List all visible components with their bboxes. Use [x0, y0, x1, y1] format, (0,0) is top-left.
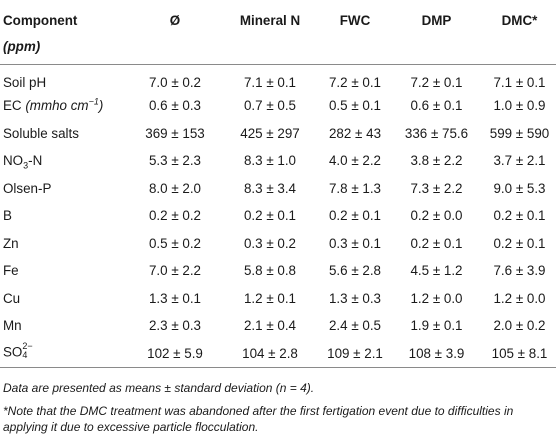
row-label: Soluble salts [3, 125, 79, 141]
table-row: SO 2− 4 102 ± 5.9 104 ± 2.8 109 ± 2.1 108 … [0, 339, 556, 368]
table-cell: 108 ± 3.9 [390, 339, 483, 368]
table-cell: 0.2 ± 0.2 [148, 208, 202, 224]
table-cell: 0.7 ± 0.5 [243, 98, 297, 114]
table-row: NO3-N 5.3 ± 2.3 8.3 ± 1.0 4.0 ± 2.2 3.8 … [0, 147, 556, 175]
header-component: Component (ppm) [0, 0, 130, 65]
table-cell: 7.6 ± 3.9 [493, 263, 546, 279]
table-cell: 425 ± 297 [240, 125, 300, 141]
table-cell: 7.3 ± 2.2 [410, 180, 463, 196]
table-cell: 8.3 ± 1.0 [243, 153, 297, 169]
header-col-fwc: FWC [320, 0, 390, 65]
table-row: Soil pH 7.0 ± 0.2 7.1 ± 0.1 7.2 ± 0.1 7.… [0, 65, 556, 93]
table-row: Mn 2.3 ± 0.3 2.1 ± 0.4 2.4 ± 0.5 1.9 ± 0… [0, 312, 556, 340]
table-cell: 7.2 ± 0.1 [328, 75, 382, 90]
header-col-dmc: DMC* [483, 0, 556, 65]
table-cell: 0.6 ± 0.1 [410, 98, 463, 114]
row-label: B [3, 208, 12, 224]
row-label: Cu [3, 290, 21, 306]
table-cell: 2.3 ± 0.3 [148, 318, 202, 334]
table-cell: 7.2 ± 0.1 [410, 75, 463, 90]
table-cell: 1.3 ± 0.3 [328, 290, 382, 306]
row-label: Fe [3, 263, 19, 279]
table-cell: 0.3 ± 0.1 [328, 235, 382, 251]
table-cell: 2.0 ± 0.2 [493, 318, 546, 334]
table-cell: 369 ± 153 [145, 125, 205, 141]
table-cell: 7.1 ± 0.1 [493, 75, 546, 90]
table-cell: 0.2 ± 0.0 [410, 208, 463, 224]
table-cell: 0.5 ± 0.1 [328, 98, 382, 114]
header-col-mineral-n: Mineral N [220, 0, 320, 65]
header-col-control: Ø [130, 0, 220, 65]
table-cell: 0.2 ± 0.1 [493, 235, 546, 251]
table-footnotes: Data are presented as means ± standard d… [3, 380, 553, 436]
table-cell: 0.5 ± 0.2 [148, 235, 202, 251]
row-label: EC (mmho cm−1) [3, 96, 104, 114]
table-cell: 109 ± 2.1 [320, 339, 390, 368]
footnote-dmc: *Note that the DMC treatment was abandon… [3, 403, 514, 435]
table-cell: 5.8 ± 0.8 [243, 263, 297, 279]
table-cell: 1.9 ± 0.1 [410, 318, 463, 334]
table-cell: 8.3 ± 3.4 [243, 180, 297, 196]
table-row: Fe 7.0 ± 2.2 5.8 ± 0.8 5.6 ± 2.8 4.5 ± 1… [0, 257, 556, 285]
table-cell: 4.5 ± 1.2 [410, 263, 463, 279]
table-cell: 104 ± 2.8 [220, 339, 320, 368]
table-cell: 7.0 ± 0.2 [148, 75, 202, 90]
table-cell: 1.2 ± 0.1 [243, 290, 297, 306]
row-label: NO3-N [3, 153, 43, 171]
header-unit-label: (ppm) [3, 39, 41, 54]
table-row: Cu 1.3 ± 0.1 1.2 ± 0.1 1.3 ± 0.3 1.2 ± 0… [0, 285, 556, 313]
table-cell: 0.2 ± 0.1 [410, 235, 463, 251]
table-cell: 2.4 ± 0.5 [328, 318, 382, 334]
table-cell: 599 ± 590 [489, 125, 550, 141]
table-cell: 7.8 ± 1.3 [328, 180, 382, 196]
table-cell: 1.0 ± 0.9 [493, 98, 546, 114]
header-component-label: Component [3, 13, 78, 28]
row-label: SO 2− 4 [0, 339, 130, 368]
footnote-mean-sd: Data are presented as means ± standard d… [3, 381, 315, 395]
table-row: Olsen-P 8.0 ± 2.0 8.3 ± 3.4 7.8 ± 1.3 7.… [0, 175, 556, 203]
table-cell: 336 ± 75.6 [404, 125, 469, 141]
table-cell: 0.2 ± 0.1 [493, 208, 546, 224]
table-cell: 1.2 ± 0.0 [493, 290, 546, 306]
table-cell: 0.2 ± 0.1 [328, 208, 382, 224]
table-cell: 282 ± 43 [328, 125, 382, 141]
table-cell: 0.2 ± 0.1 [243, 208, 297, 224]
table-cell: 7.0 ± 2.2 [148, 263, 202, 279]
table-cell: 5.6 ± 2.8 [328, 263, 382, 279]
table-cell: 7.1 ± 0.1 [243, 75, 297, 90]
table-cell: 3.7 ± 2.1 [493, 153, 546, 169]
table-cell: 5.3 ± 2.3 [148, 153, 202, 169]
row-label: Mn [3, 318, 22, 334]
table-row: EC (mmho cm−1) 0.6 ± 0.3 0.7 ± 0.5 0.5 ±… [0, 92, 556, 120]
table-cell: 1.3 ± 0.1 [148, 290, 202, 306]
table-cell: 2.1 ± 0.4 [243, 318, 297, 334]
table-row: B 0.2 ± 0.2 0.2 ± 0.1 0.2 ± 0.1 0.2 ± 0.… [0, 202, 556, 230]
header-col-dmp: DMP [390, 0, 483, 65]
row-label: Soil pH [3, 75, 47, 90]
table-row: Soluble salts 369 ± 153 425 ± 297 282 ± … [0, 120, 556, 148]
row-label: Olsen-P [3, 180, 52, 196]
table-cell: 8.0 ± 2.0 [148, 180, 202, 196]
table-cell: 1.2 ± 0.0 [410, 290, 463, 306]
data-table: Component (ppm) Ø Mineral N FWC DMP DMC*… [0, 0, 556, 368]
table-cell: 105 ± 8.1 [483, 339, 556, 368]
table-cell: 4.0 ± 2.2 [328, 153, 382, 169]
table-cell: 3.8 ± 2.2 [410, 153, 463, 169]
row-label: Zn [3, 235, 19, 251]
table-row: Zn 0.5 ± 0.2 0.3 ± 0.2 0.3 ± 0.1 0.2 ± 0… [0, 230, 556, 258]
table-cell: 102 ± 5.9 [130, 339, 220, 368]
table-cell: 0.6 ± 0.3 [148, 98, 202, 114]
table-cell: 9.0 ± 5.3 [493, 180, 546, 196]
table-cell: 0.3 ± 0.2 [243, 235, 297, 251]
header-row: Component (ppm) Ø Mineral N FWC DMP DMC* [0, 0, 556, 65]
